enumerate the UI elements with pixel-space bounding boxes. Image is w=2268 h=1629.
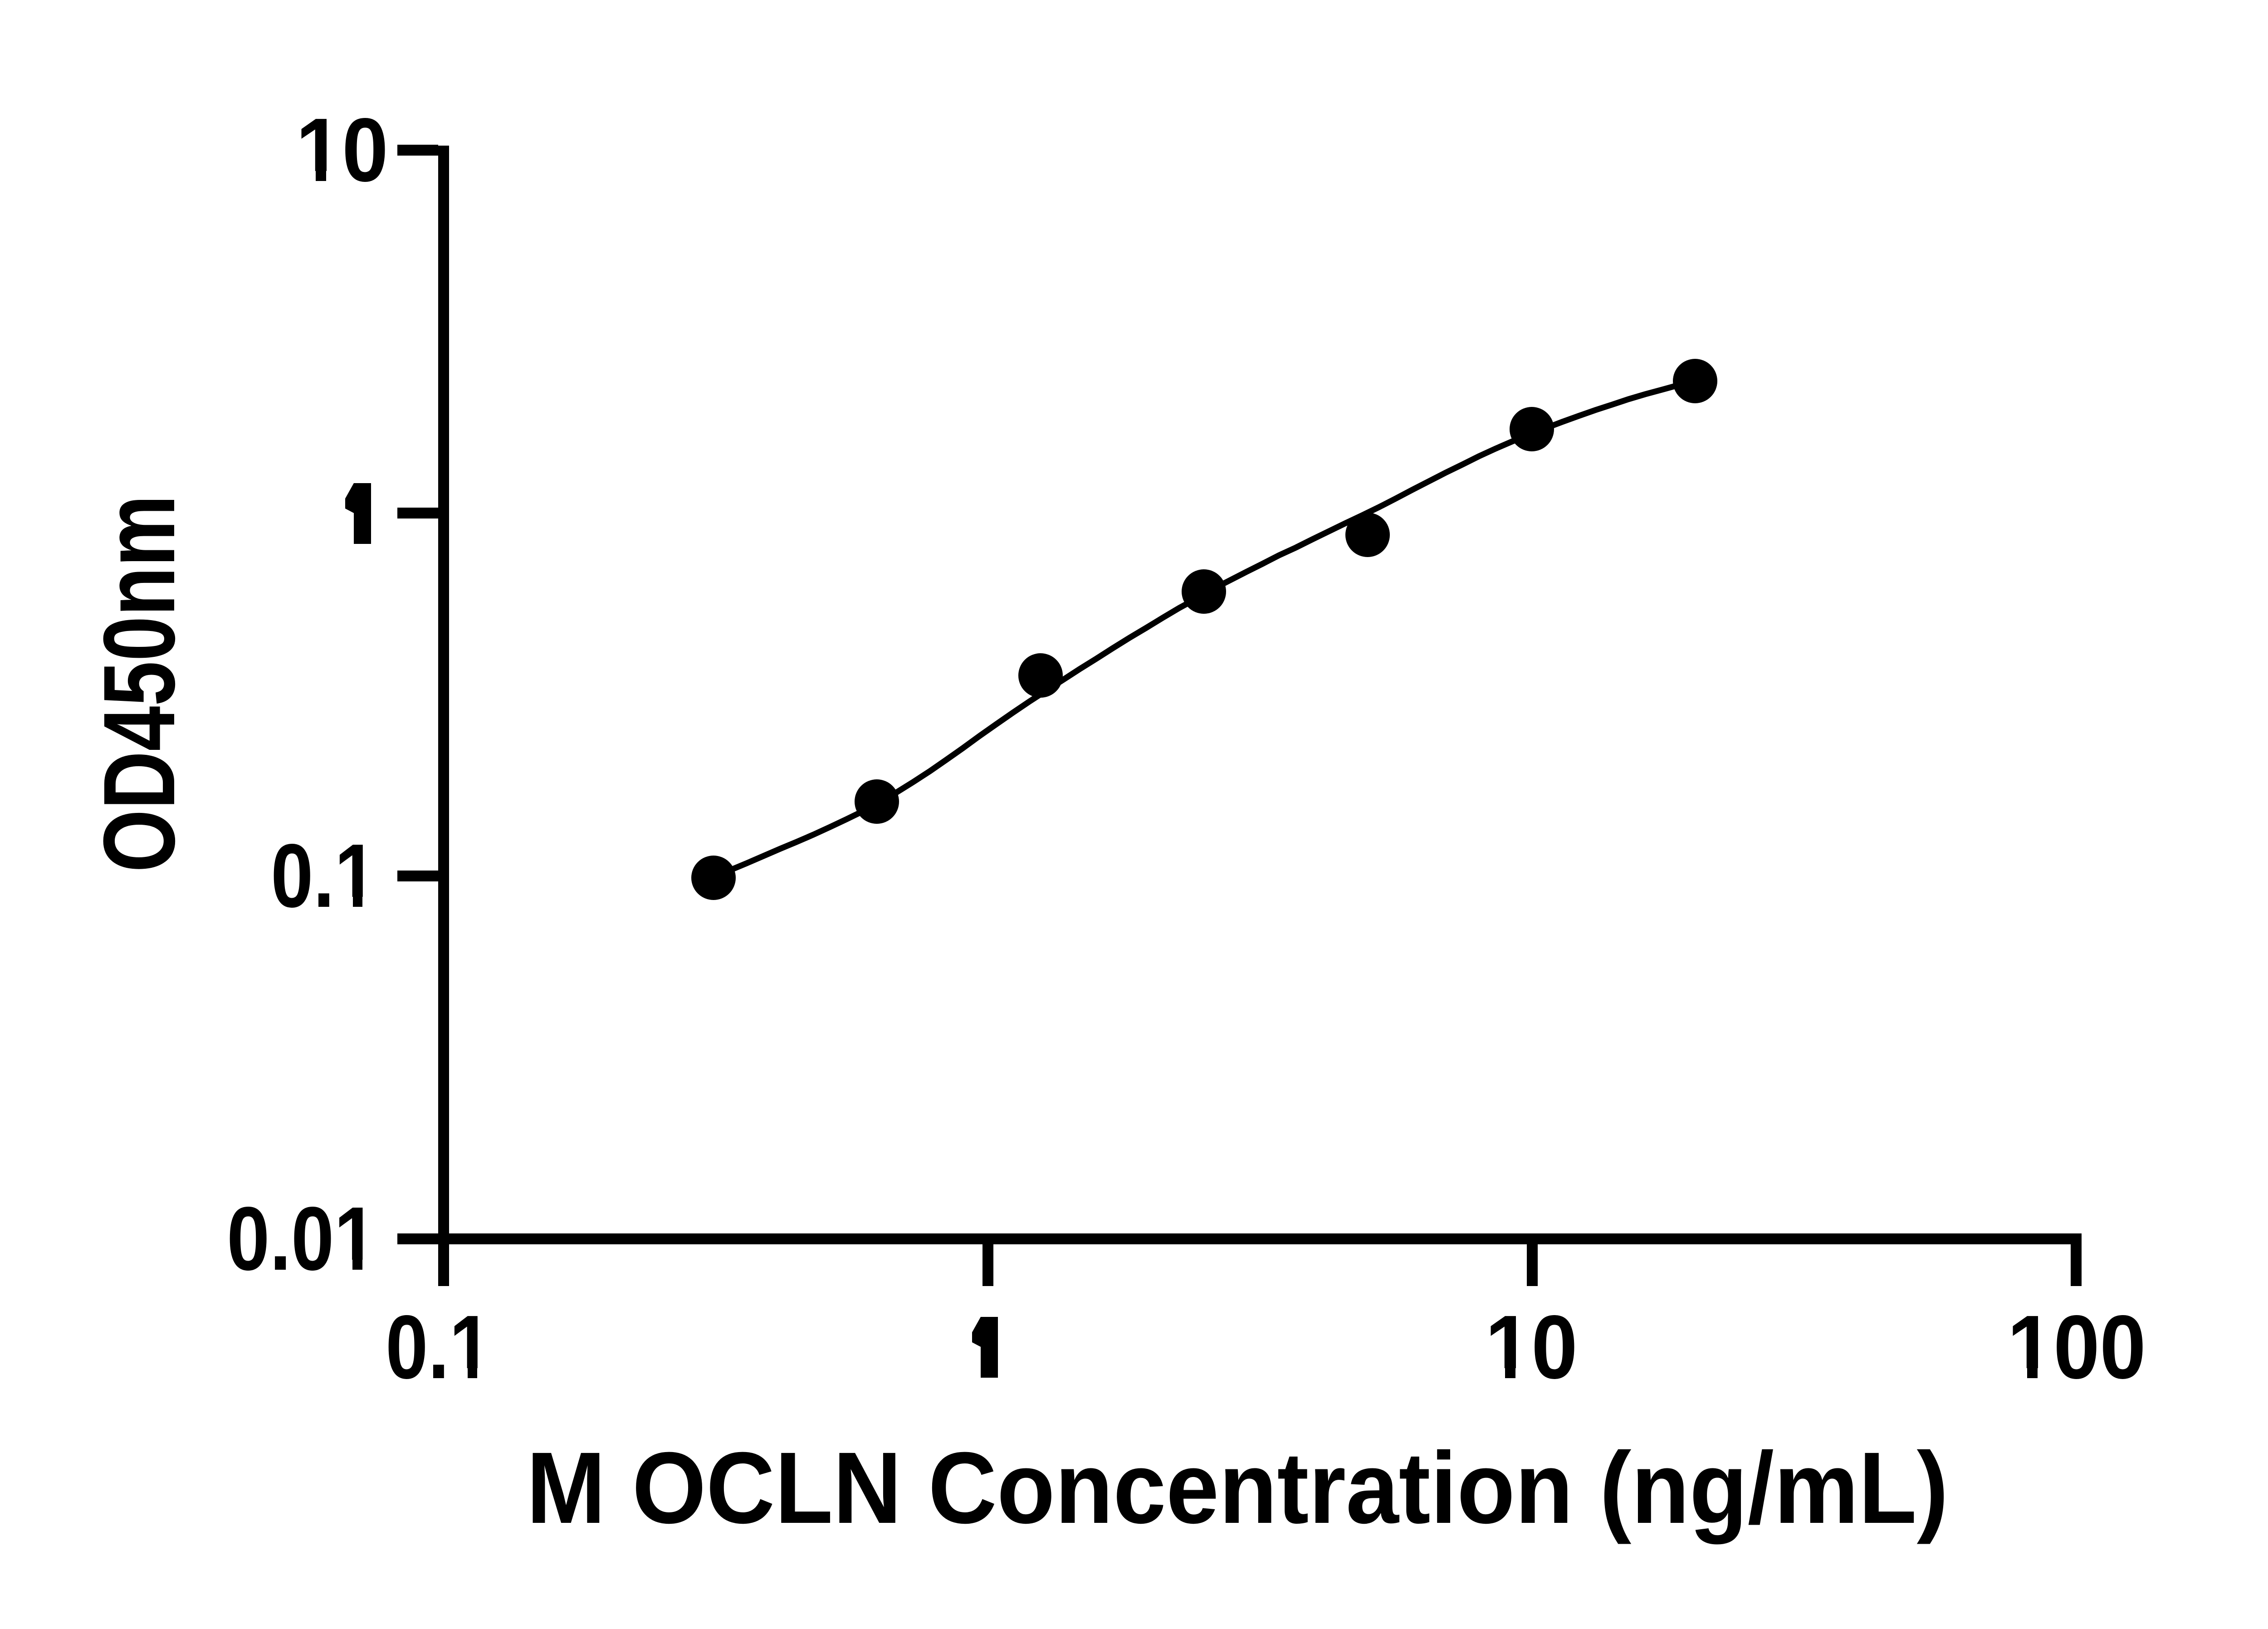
svg-text:0.1: 0.1 — [386, 1297, 492, 1398]
svg-text:0.1: 0.1 — [271, 826, 377, 926]
svg-text:100: 100 — [2007, 1297, 2146, 1398]
svg-text:10: 10 — [1485, 1297, 1578, 1398]
svg-text:0.01: 0.01 — [227, 1189, 377, 1289]
svg-text:OD450nm: OD450nm — [83, 495, 196, 872]
svg-text:10: 10 — [296, 100, 388, 201]
svg-text:M OCLN Concentration (ng/mL): M OCLN Concentration (ng/mL) — [527, 1431, 1949, 1545]
